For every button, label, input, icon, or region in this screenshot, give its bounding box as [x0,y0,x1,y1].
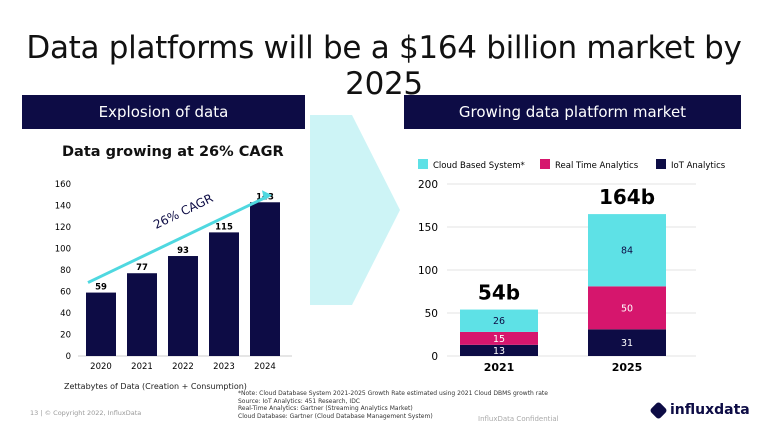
bar-2021 [127,273,157,356]
cagr-arrowhead [262,190,272,201]
bar-2022 [168,256,198,356]
y-tick-label: 150 [418,222,438,234]
note-line: *Note: Cloud Database System 2021-2025 G… [238,390,548,397]
bar-2020 [86,292,116,356]
y-tick-label: 120 [55,223,71,233]
y-tick-label: 100 [418,265,438,277]
note-line: Source: IoT Analytics: 451 Research, IDC [238,397,360,405]
x-tick-label: 2022 [172,362,194,372]
x-tick-label: 2020 [90,362,112,372]
data-label: 13 [493,346,505,357]
total-label: 54b [478,281,520,305]
y-tick-label: 160 [55,180,71,190]
footer-copyright: 13 | © Copyright 2022, InfluxData [30,409,142,417]
y-tick-label: 0 [66,352,71,362]
data-label: 50 [621,303,633,314]
logo-icon [649,400,668,420]
note-line: Cloud Database: Gartner (Cloud Database … [238,412,433,420]
page-title: Data platforms will be a $164 billion ma… [26,30,742,102]
x-tick-label: 2021 [484,361,515,374]
data-label: 31 [621,338,633,349]
note-line: Real-Time Analytics: Gartner (Streaming … [238,405,413,412]
data-label: 26 [493,316,505,327]
data-label: 93 [177,246,189,256]
data-label: 59 [95,283,107,293]
bar-segment-2021 [460,344,538,356]
bar-segment-2025 [588,329,666,356]
right-header: Growing data platform market [404,95,741,129]
bar-2024 [250,202,280,356]
y-tick-label: 100 [55,245,71,255]
legend-swatch [418,159,428,169]
bar-segment-2025 [588,286,666,330]
bar-2023 [209,232,239,356]
y-tick-label: 20 [60,331,71,341]
y-tick-label: 60 [60,288,71,298]
x-tick-label: 2024 [254,362,276,372]
y-tick-label: 50 [425,308,438,320]
data-label: 115 [215,222,233,232]
confidential-watermark: InfluxData Confidential [478,415,559,423]
y-tick-label: 80 [60,266,71,276]
source-notes: *Note: Cloud Database System 2021-2025 G… [238,390,548,420]
legend-label: IoT Analytics [671,161,726,171]
y-tick-label: 40 [60,309,71,319]
influxdata-logo: influxdata [649,400,750,420]
legend-label: Real Time Analytics [555,161,639,171]
logo-text: influxdata [670,402,750,418]
legend-swatch [656,159,666,169]
legend-label: Cloud Based System* [433,161,525,171]
y-tick-label: 140 [55,202,71,212]
total-label: 164b [599,185,655,209]
legend-swatch [540,159,550,169]
bar-segment-2025 [588,214,666,287]
bar-segment-2021 [460,309,538,332]
cagr-trend-line [87,194,269,284]
data-label: 77 [136,263,148,273]
y-tick-label: 200 [418,179,438,191]
left-chart-xlabel: Zettabytes of Data (Creation + Consumpti… [64,382,247,391]
data-label: 15 [493,334,505,345]
data-label: 84 [621,246,633,257]
x-tick-label: 2021 [131,362,153,372]
x-tick-label: 2023 [213,362,235,372]
bar-segment-2021 [460,331,538,345]
left-header: Explosion of data [22,95,305,129]
x-tick-label: 2025 [612,361,643,374]
y-tick-label: 0 [431,351,438,363]
left-chart-title: Data growing at 26% CAGR [62,144,284,160]
